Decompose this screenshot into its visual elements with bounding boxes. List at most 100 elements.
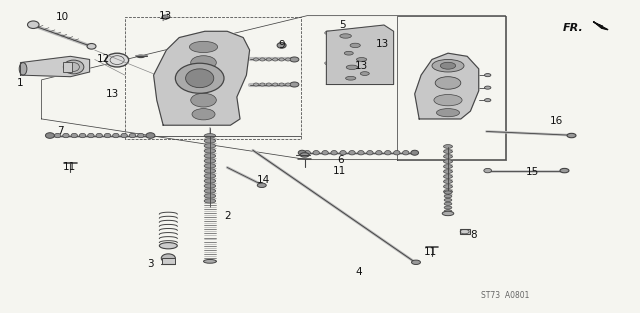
Text: FR.: FR. — [563, 23, 584, 33]
Ellipse shape — [204, 174, 216, 178]
Ellipse shape — [204, 194, 216, 198]
Ellipse shape — [204, 149, 216, 153]
Ellipse shape — [175, 63, 224, 93]
Text: 3: 3 — [147, 259, 154, 269]
Ellipse shape — [367, 151, 373, 155]
Ellipse shape — [113, 133, 119, 138]
Ellipse shape — [567, 133, 576, 138]
Ellipse shape — [191, 93, 216, 107]
Text: 5: 5 — [339, 20, 346, 30]
Ellipse shape — [444, 160, 452, 163]
Ellipse shape — [411, 150, 419, 155]
Ellipse shape — [121, 133, 127, 138]
Text: ST73  A0801: ST73 A0801 — [481, 291, 530, 300]
Ellipse shape — [376, 151, 382, 155]
Ellipse shape — [440, 62, 456, 69]
Ellipse shape — [28, 21, 39, 28]
Ellipse shape — [444, 195, 452, 198]
Ellipse shape — [444, 206, 452, 209]
Ellipse shape — [346, 65, 358, 69]
Ellipse shape — [322, 151, 328, 155]
Ellipse shape — [159, 243, 177, 249]
Ellipse shape — [325, 61, 332, 65]
Ellipse shape — [298, 150, 306, 155]
Ellipse shape — [79, 133, 86, 138]
Ellipse shape — [257, 183, 266, 187]
Bar — [63, 62, 72, 72]
Ellipse shape — [253, 58, 259, 61]
Text: 4: 4 — [355, 267, 362, 277]
Ellipse shape — [146, 133, 155, 138]
Ellipse shape — [106, 53, 129, 67]
Ellipse shape — [444, 155, 452, 158]
Ellipse shape — [484, 74, 491, 77]
Ellipse shape — [129, 133, 136, 138]
Ellipse shape — [484, 168, 492, 173]
Ellipse shape — [346, 76, 356, 80]
Text: 7: 7 — [58, 126, 64, 136]
Ellipse shape — [204, 169, 216, 173]
Ellipse shape — [403, 151, 409, 155]
Ellipse shape — [63, 133, 69, 138]
Ellipse shape — [96, 133, 102, 138]
Ellipse shape — [290, 82, 299, 87]
Text: 15: 15 — [526, 167, 539, 177]
Polygon shape — [326, 25, 394, 85]
Ellipse shape — [436, 109, 460, 117]
Ellipse shape — [484, 99, 491, 102]
Ellipse shape — [394, 151, 400, 155]
Ellipse shape — [349, 151, 355, 155]
Ellipse shape — [161, 254, 175, 263]
Ellipse shape — [484, 86, 491, 89]
Ellipse shape — [325, 31, 332, 35]
Ellipse shape — [444, 180, 452, 183]
Text: 13: 13 — [106, 89, 118, 99]
Ellipse shape — [442, 211, 454, 216]
Text: 13: 13 — [159, 11, 172, 21]
Bar — [460, 229, 470, 234]
Text: 6: 6 — [337, 155, 344, 165]
Ellipse shape — [304, 151, 310, 155]
Text: 14: 14 — [257, 175, 270, 185]
Text: 16: 16 — [550, 115, 563, 126]
Ellipse shape — [260, 58, 265, 61]
Ellipse shape — [104, 133, 111, 138]
Ellipse shape — [285, 58, 291, 61]
Ellipse shape — [266, 83, 271, 86]
Text: 1: 1 — [17, 78, 24, 88]
Polygon shape — [154, 31, 250, 125]
Ellipse shape — [87, 44, 96, 49]
Ellipse shape — [204, 134, 216, 138]
Ellipse shape — [444, 145, 452, 148]
Ellipse shape — [300, 153, 309, 157]
Ellipse shape — [188, 73, 220, 90]
Ellipse shape — [204, 179, 216, 183]
Ellipse shape — [331, 151, 337, 155]
Ellipse shape — [444, 165, 452, 168]
Ellipse shape — [273, 58, 278, 61]
Polygon shape — [415, 53, 479, 119]
Ellipse shape — [340, 151, 346, 155]
Ellipse shape — [444, 191, 452, 194]
Ellipse shape — [204, 139, 216, 143]
Ellipse shape — [444, 185, 452, 188]
Ellipse shape — [204, 184, 216, 188]
Ellipse shape — [204, 259, 216, 263]
Ellipse shape — [432, 59, 464, 72]
Ellipse shape — [344, 51, 353, 55]
Ellipse shape — [412, 260, 420, 264]
Ellipse shape — [71, 133, 77, 138]
Ellipse shape — [279, 58, 284, 61]
Text: 12: 12 — [97, 54, 110, 64]
Text: 11: 11 — [333, 166, 346, 176]
Ellipse shape — [350, 43, 360, 48]
Ellipse shape — [444, 198, 452, 202]
Polygon shape — [20, 56, 90, 77]
Ellipse shape — [360, 72, 369, 75]
Text: 8: 8 — [470, 230, 477, 240]
Ellipse shape — [204, 164, 216, 168]
Ellipse shape — [138, 133, 144, 138]
Bar — [162, 258, 175, 264]
Ellipse shape — [285, 83, 291, 86]
Text: 2: 2 — [224, 211, 230, 221]
